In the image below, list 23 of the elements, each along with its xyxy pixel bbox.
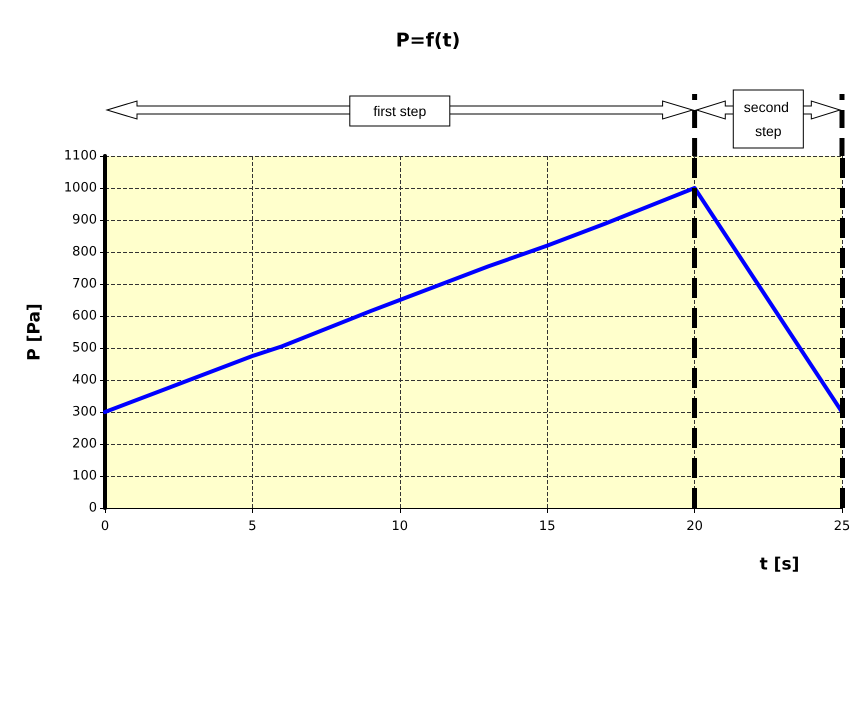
y-tick-label: 0 [88,500,97,516]
text: second step [744,99,793,139]
y-axis-title: P [Pa] [24,303,44,361]
y-tick-label: 100 [72,468,97,484]
text: first step [373,103,426,119]
x-tick-label: 0 [100,519,110,534]
y-tick-label: 400 [72,372,97,388]
chart-title: P=f(t) [396,30,460,52]
y-tick-label: 900 [72,212,97,228]
y-tick-label: 700 [72,276,97,292]
x-tick-label: 20 [686,519,703,534]
y-tick-label: 300 [72,404,97,420]
y-tick-label: 600 [72,308,97,324]
y-tick-label: 200 [72,436,97,452]
x-tick-label: 10 [392,519,408,534]
y-tick-label: 1100 [64,148,97,164]
x-tick-label: 5 [248,519,257,534]
y-tick-label: 1000 [64,180,97,196]
x-tick-label: 15 [538,519,556,534]
y-tick-label: 500 [72,340,97,356]
y-tick-label: 800 [72,244,97,260]
x-tick-label: 25 [834,519,850,534]
x-axis-title: t [s] [760,554,800,574]
